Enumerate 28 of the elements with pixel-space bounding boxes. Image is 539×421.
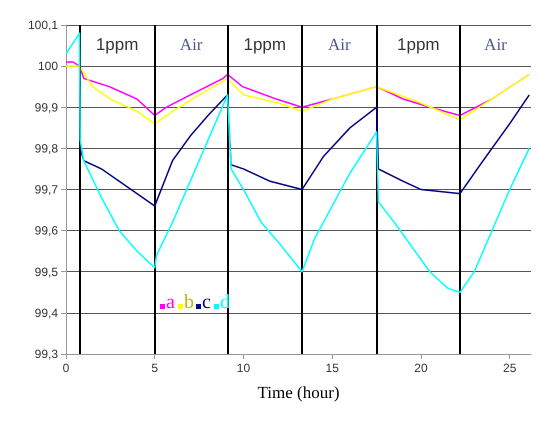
- y-tick-label: 99,9: [34, 100, 58, 114]
- annotation: 1ppm: [397, 35, 440, 54]
- x-tick-label: 20: [414, 361, 428, 375]
- y-tick-label: 99,6: [34, 224, 58, 238]
- legend-label: c: [202, 291, 211, 313]
- x-tick-label: 0: [62, 361, 70, 375]
- y-tick-label: 99,8: [34, 141, 58, 156]
- annotation: Air: [180, 35, 203, 54]
- y-tick-label: 99,4: [34, 306, 58, 320]
- y-tick-label: 100,1: [28, 18, 58, 32]
- legend-label: a: [166, 291, 175, 313]
- line-series: [65, 65, 530, 124]
- y-tick-label: 99,7: [34, 182, 58, 196]
- line-series: [79, 94, 530, 207]
- x-tick-label: 25: [503, 361, 517, 375]
- annotation: Air: [484, 35, 508, 54]
- y-tick-label: 99,5: [34, 264, 58, 279]
- annotation: 1ppm: [96, 35, 138, 54]
- annotation: Air: [328, 35, 351, 54]
- y-tick-label: 100: [38, 59, 58, 74]
- x-tick-label: 10: [236, 361, 250, 375]
- legend-label: b: [184, 291, 194, 313]
- x-tick-label: 5: [151, 361, 158, 375]
- line-series: [65, 32, 530, 294]
- y-tick-label: 99,3: [34, 347, 58, 361]
- annotation: 1ppm: [244, 35, 286, 54]
- x-axis-title: Time (hour): [257, 383, 340, 402]
- x-tick-label: 15: [326, 361, 340, 375]
